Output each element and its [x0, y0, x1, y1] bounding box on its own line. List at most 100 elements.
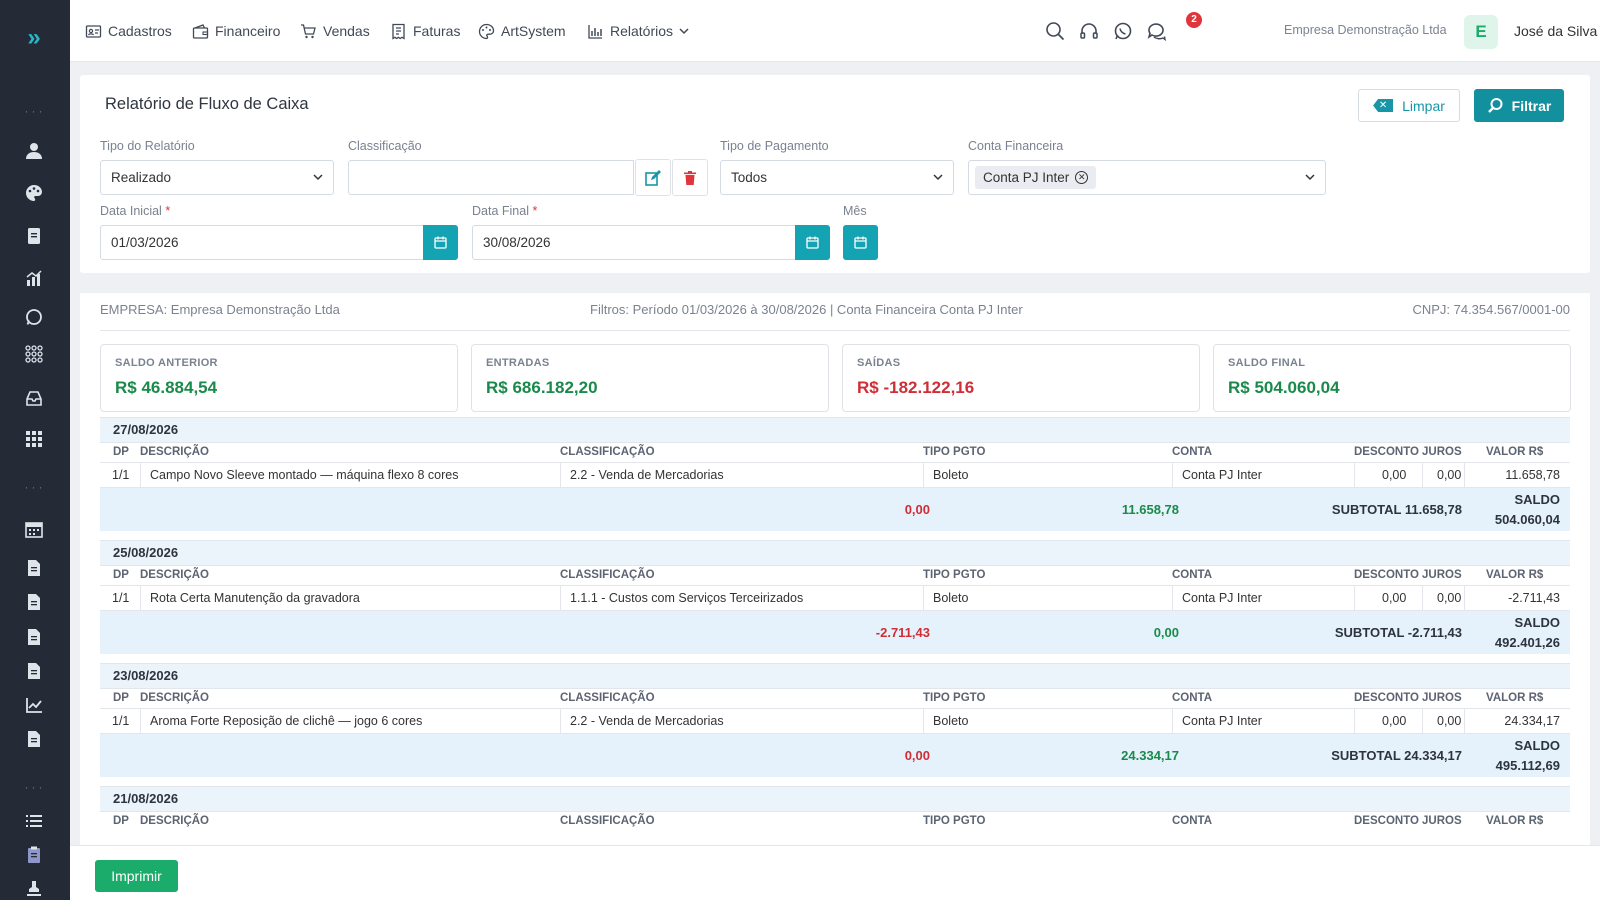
cart-icon	[301, 23, 316, 38]
file-icon[interactable]	[23, 660, 45, 682]
nav-label: Financeiro	[215, 23, 281, 39]
nav-relatorios[interactable]: Relatórios	[587, 20, 695, 42]
subtotal-total: SUBTOTAL 11.658,78	[1331, 502, 1462, 517]
classification-input[interactable]	[348, 160, 634, 195]
cell-divider	[1354, 586, 1355, 610]
summary-entradas: ENTRADAS R$ 686.182,20	[471, 344, 829, 412]
summary-saidas: SAÍDAS R$ -182.122,16	[842, 344, 1200, 412]
company-avatar[interactable]: E	[1464, 15, 1498, 49]
nav-artsystem[interactable]: ArtSystem	[478, 20, 566, 42]
report-company: EMPRESA: Empresa Demonstração Ltda	[100, 302, 340, 317]
cell-dp: 1/1	[112, 714, 130, 728]
column-header-juros: JUROS	[1422, 692, 1462, 704]
table-row[interactable]: 1/1 Rota Certa Manutenção da gravadora 1.1…	[100, 585, 1570, 611]
payment-type-select[interactable]: Todos	[720, 160, 954, 195]
backspace-icon: ✕	[1373, 99, 1394, 112]
nav-financeiro[interactable]: Financeiro	[192, 20, 280, 42]
day-date: 27/08/2026	[100, 417, 1570, 443]
payment-type-value: Todos	[731, 170, 768, 185]
print-button[interactable]: Imprimir	[95, 860, 178, 892]
column-header-juros: JUROS	[1422, 446, 1462, 458]
list-icon[interactable]	[23, 810, 45, 832]
column-header-juros: JUROS	[1422, 569, 1462, 581]
saldo-label: SALDO	[1514, 738, 1561, 753]
chevron-down-icon	[313, 174, 323, 181]
double-chevron-right-icon[interactable]: »	[27, 24, 41, 51]
edit-classification-button[interactable]	[635, 159, 671, 196]
whatsapp-icon[interactable]	[1112, 20, 1136, 44]
cell-tipo: Boleto	[933, 468, 969, 482]
column-header-class: CLASSIFICAÇÃO	[560, 692, 655, 704]
edit-icon	[645, 169, 661, 186]
palette-icon	[478, 23, 495, 39]
cell-tipo: Boleto	[933, 591, 969, 605]
cell-divider	[140, 586, 141, 610]
cell-divider	[1354, 463, 1355, 487]
chart-icon[interactable]	[23, 267, 45, 289]
column-header-tipo: TIPO PGTO	[923, 446, 986, 458]
cell-desc: Campo Novo Sleeve montado — máquina flex…	[150, 468, 459, 482]
sidebar-divider: ···	[24, 104, 46, 118]
report-type-select[interactable]: Realizado	[100, 160, 334, 195]
saldo-label: SALDO	[1514, 492, 1561, 507]
palette-icon[interactable]	[23, 182, 45, 204]
delete-classification-button[interactable]	[672, 159, 708, 196]
clipboard-icon[interactable]	[23, 844, 45, 866]
apps-icon[interactable]	[23, 428, 45, 450]
start-date-calendar-button[interactable]	[423, 225, 458, 260]
inbox-icon[interactable]	[23, 387, 45, 409]
nav-vendas[interactable]: Vendas	[300, 20, 370, 42]
filter-button[interactable]: Filtrar	[1474, 89, 1564, 122]
cell-divider	[1422, 709, 1423, 733]
cell-tipo: Boleto	[933, 714, 969, 728]
account-label: Conta Financeira	[968, 139, 1064, 153]
start-date-input[interactable]: 01/03/2026	[100, 225, 424, 260]
company-name[interactable]: Empresa Demonstração Ltda	[1284, 23, 1447, 37]
cell-valor: -2.711,43	[1508, 591, 1560, 605]
file-icon[interactable]	[23, 591, 45, 613]
file-icon[interactable]	[23, 557, 45, 579]
headset-icon[interactable]	[1078, 20, 1102, 44]
start-date-label: Data Inicial *	[100, 204, 171, 218]
file-icon[interactable]	[23, 728, 45, 750]
end-date-input[interactable]: 30/08/2026	[472, 225, 796, 260]
saldo-label: SALDO	[1514, 615, 1561, 630]
remove-chip-icon[interactable]: ✕	[1075, 171, 1089, 184]
stamp-icon[interactable]	[23, 878, 45, 900]
month-calendar-button[interactable]	[843, 225, 878, 260]
users-icon[interactable]	[23, 140, 45, 162]
nav-faturas[interactable]: Faturas	[390, 20, 460, 42]
calendar-icon[interactable]	[23, 518, 45, 540]
account-chip[interactable]: Conta PJ Inter ✕	[975, 166, 1097, 189]
sidebar-divider: ···	[24, 480, 46, 494]
day-group: 27/08/2026 DP DESCRIÇÃO CLASSIFICAÇÃO TIPO P…	[100, 417, 1570, 543]
column-header-desc_val: DESCONTO	[1354, 815, 1419, 827]
document-icon[interactable]	[23, 225, 45, 247]
table-row[interactable]: 1/1 Campo Novo Sleeve montado — máquina f…	[100, 462, 1570, 488]
divider	[100, 330, 1570, 331]
column-header-valor: VALOR R$	[1486, 692, 1544, 704]
account-multiselect[interactable]: Conta PJ Inter ✕	[968, 160, 1326, 195]
clear-button[interactable]: ✕ Limpar	[1358, 89, 1460, 122]
saldo-value: 495.112,69	[1495, 758, 1560, 773]
cell-divider	[1172, 463, 1173, 487]
calendar-icon	[854, 236, 867, 249]
subtotal-entradas: 0,00	[1153, 625, 1179, 640]
user-name[interactable]: José da Silva	[1514, 23, 1598, 39]
cell-divider	[1464, 709, 1465, 733]
whatsapp-icon[interactable]	[23, 306, 45, 328]
column-header-tipo: TIPO PGTO	[923, 815, 986, 827]
end-date-calendar-button[interactable]	[795, 225, 830, 260]
day-group: 23/08/2026 DP DESCRIÇÃO CLASSIFICAÇÃO TIPO P…	[100, 663, 1570, 789]
file-icon[interactable]	[23, 626, 45, 648]
subtotal-row: 0,00 24.334,17 SUBTOTAL 24.334,17 SALDO …	[100, 734, 1570, 777]
search-icon[interactable]	[1044, 20, 1068, 44]
column-header-desc: DESCRIÇÃO	[140, 815, 210, 827]
chat-icon[interactable]	[1146, 20, 1170, 44]
nav-label: Cadastros	[108, 23, 172, 39]
grid-dots-icon[interactable]	[23, 343, 45, 365]
line-chart-icon[interactable]	[23, 694, 45, 716]
page-title: Relatório de Fluxo de Caixa	[105, 95, 309, 113]
nav-cadastros[interactable]: Cadastros	[85, 20, 172, 42]
table-row[interactable]: 1/1 Aroma Forte Reposição de clichê — jog…	[100, 708, 1570, 734]
